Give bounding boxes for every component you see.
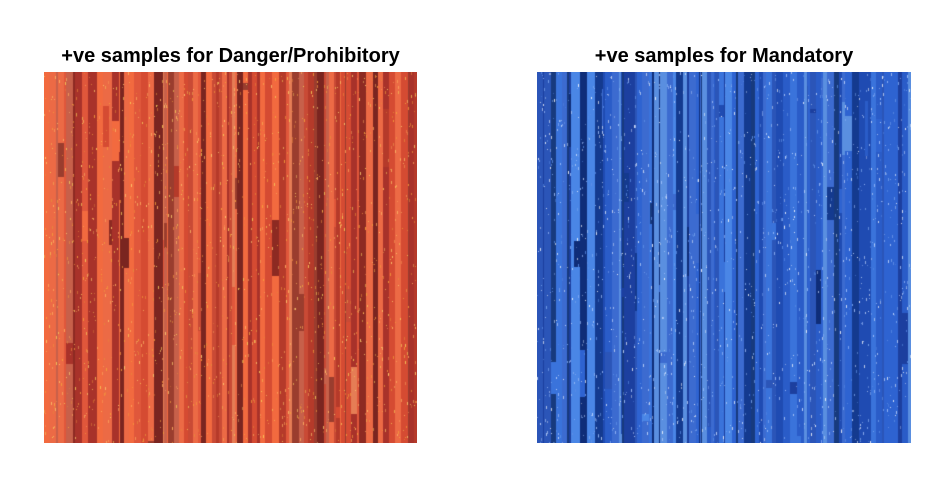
mandatory-samples-canvas <box>537 72 911 443</box>
mandatory-samples-image <box>537 72 911 443</box>
danger-prohibitory-samples-canvas <box>44 72 417 443</box>
danger-prohibitory-samples-image <box>44 72 417 443</box>
mandatory-title: +ve samples for Mandatory <box>594 45 854 67</box>
danger-prohibitory-title: +ve samples for Danger/Prohibitory <box>61 45 400 67</box>
